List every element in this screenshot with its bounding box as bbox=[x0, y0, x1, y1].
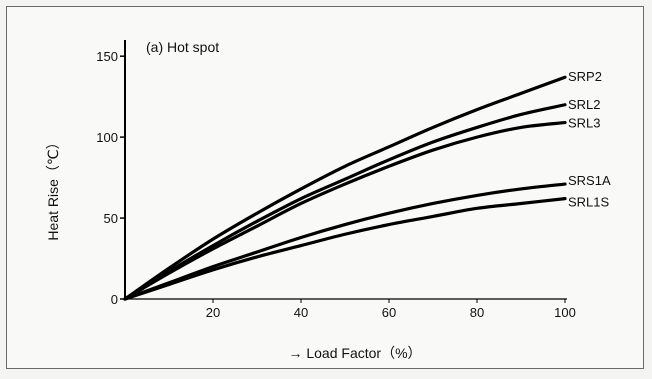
series-lines bbox=[123, 75, 567, 301]
series-labels: SRP2 SRL2 SRL3 SRS1A SRL1S bbox=[568, 69, 611, 209]
y-tick-label: 100 bbox=[96, 130, 118, 145]
series-label-srp2: SRP2 bbox=[568, 69, 602, 84]
x-axis-title: → Load Factor（%） bbox=[288, 345, 421, 361]
y-tick-label: 150 bbox=[96, 49, 118, 64]
ticks: 0 50 100 150 20 40 60 80 100 bbox=[96, 49, 576, 320]
x-tick-label: 40 bbox=[294, 305, 308, 320]
chart-title: (a) Hot spot bbox=[146, 39, 219, 55]
x-tick-label: 80 bbox=[470, 305, 484, 320]
x-tick-label: 60 bbox=[382, 305, 396, 320]
series-label-srl3: SRL3 bbox=[568, 116, 601, 131]
axes bbox=[124, 40, 567, 300]
series-label-srl1s: SRL1S bbox=[568, 195, 610, 210]
y-tick-label: 50 bbox=[104, 211, 118, 226]
series-line-srp2 bbox=[123, 75, 567, 301]
series-label-srs1a: SRS1A bbox=[568, 173, 611, 188]
series-label-srl2: SRL2 bbox=[568, 97, 601, 112]
y-axis-title: Heat Rise（℃） bbox=[45, 135, 61, 240]
series-line-srl3 bbox=[123, 120, 567, 301]
x-tick-label: 20 bbox=[206, 305, 220, 320]
x-tick-label: 100 bbox=[554, 305, 576, 320]
y-tick-label: 0 bbox=[111, 292, 118, 307]
series-line-srs1a bbox=[123, 182, 567, 301]
series-line-srl1s bbox=[123, 197, 567, 301]
series-line-srl2 bbox=[123, 103, 567, 301]
